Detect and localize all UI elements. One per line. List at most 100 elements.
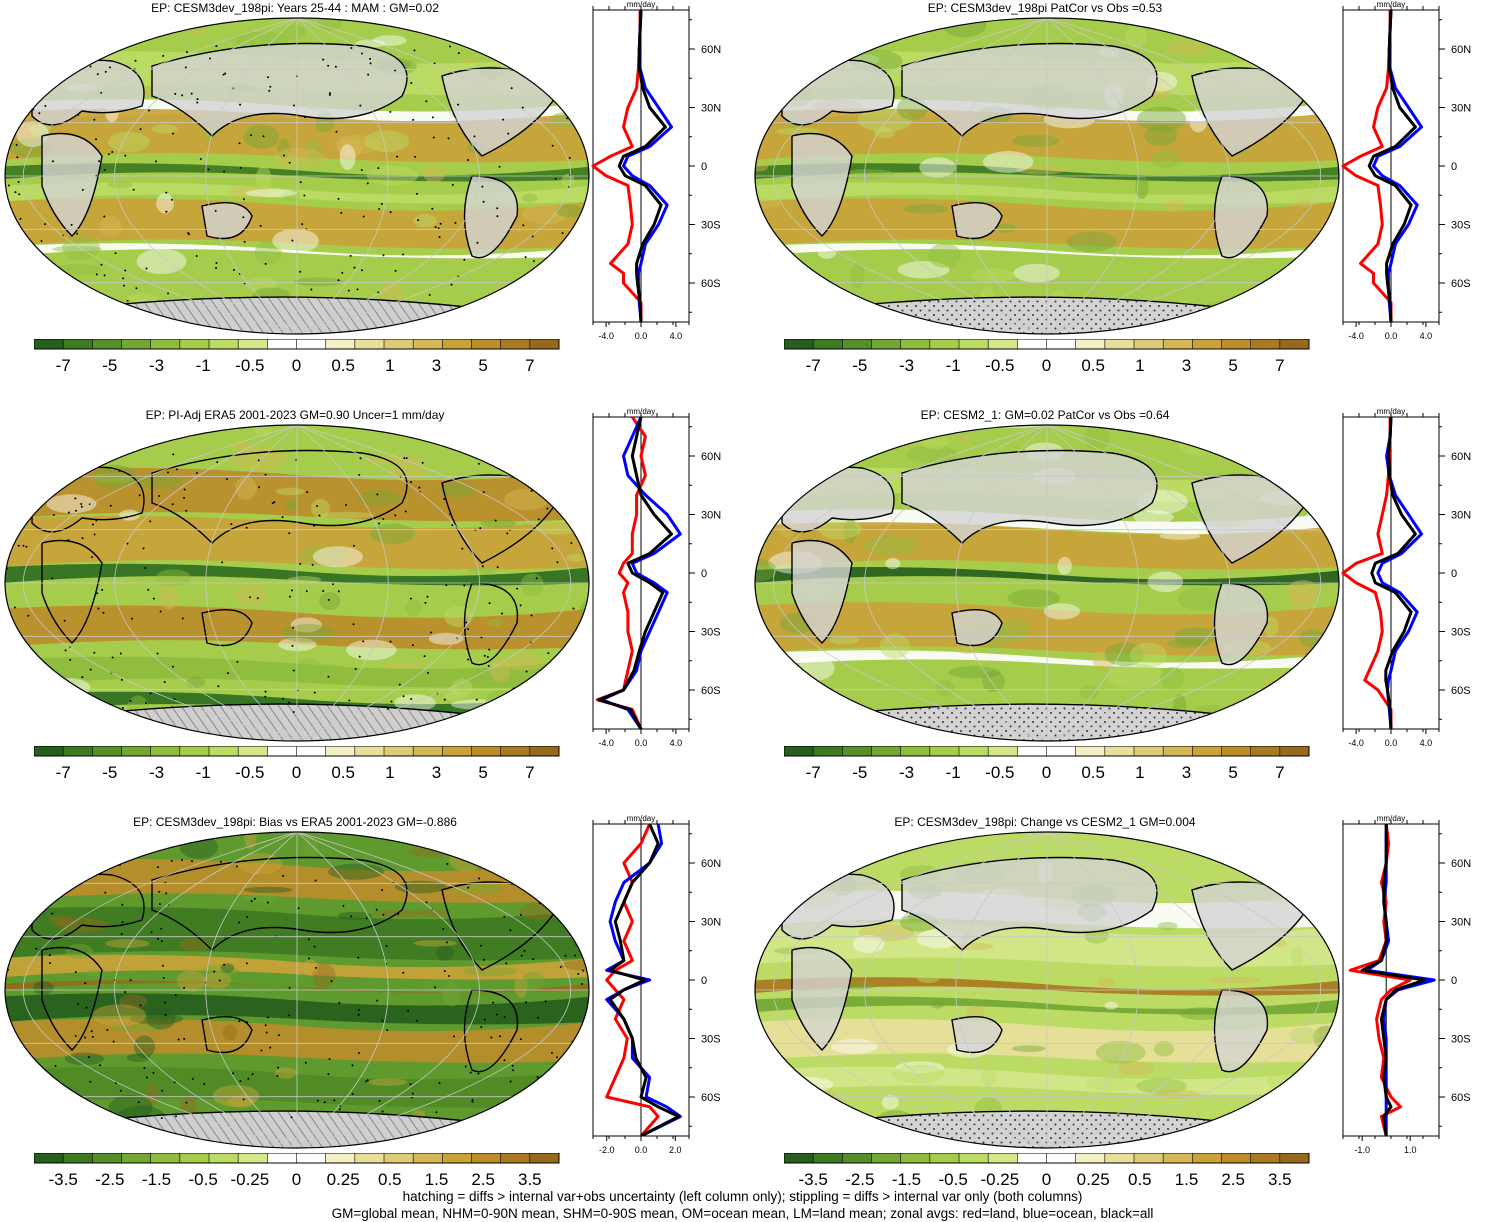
stipple-dot <box>533 468 536 471</box>
stipple-dot <box>402 971 405 974</box>
stipple-dot <box>245 526 248 529</box>
field-blob <box>243 893 278 903</box>
stipple-dot <box>377 167 380 170</box>
stipple-dot <box>196 98 199 101</box>
coastline <box>441 474 563 564</box>
stipple-dot <box>354 667 357 670</box>
colorbar-label: 0.5 <box>331 763 355 782</box>
stipple-dot <box>119 652 122 655</box>
stipple-dot <box>480 1026 483 1029</box>
stipple-dot <box>303 116 306 119</box>
stipple-dot <box>32 247 35 250</box>
stipple-dot <box>288 532 291 535</box>
stipple-dot <box>5 1030 6 1033</box>
colorbar-swatch <box>500 339 531 349</box>
stipple-dot <box>190 92 193 95</box>
lat-tick-label: 0 <box>1451 568 1457 580</box>
stipple-dot <box>291 644 294 647</box>
stipple-dot <box>70 223 73 226</box>
field-blob <box>27 1141 47 1148</box>
stipple-dot <box>330 980 333 983</box>
zonal-series-line <box>608 824 681 1136</box>
stipple-dot <box>158 903 161 906</box>
panel-title: EP: PI-Adj ERA5 2001-2023 GM=0.90 Uncer=… <box>145 408 445 422</box>
field-blob <box>897 261 950 279</box>
colorbar-label: 2.5 <box>1221 1170 1245 1189</box>
colorbar-label: 7 <box>525 356 534 375</box>
stipple-dot <box>214 209 217 212</box>
field-blob <box>1202 300 1259 319</box>
field-blob <box>1086 1077 1141 1091</box>
stipple-dot <box>259 224 262 227</box>
stipple-dot <box>74 497 77 500</box>
stipple-dot <box>88 1056 91 1059</box>
coastline <box>441 881 563 971</box>
stipple-dot <box>121 921 124 924</box>
stipple-dot <box>378 522 381 525</box>
stipple-dot <box>183 488 186 491</box>
field-blob <box>186 676 206 689</box>
field-blob <box>1286 579 1320 604</box>
field-blob <box>176 970 207 992</box>
stipple-dot <box>174 92 177 95</box>
field-blob <box>153 315 166 329</box>
stipple-dot <box>382 913 385 916</box>
stipple-dot <box>467 158 470 161</box>
stipple-dot <box>159 610 162 613</box>
field-blob <box>1229 845 1274 852</box>
stipple-dot <box>260 1049 263 1052</box>
stipple-dot <box>375 999 378 1002</box>
stipple-dot <box>306 491 309 494</box>
stipple-dot <box>165 210 168 213</box>
colorbar-swatch <box>1046 339 1077 349</box>
coastline <box>41 539 103 644</box>
field-blob <box>311 664 345 671</box>
stipple-dot <box>163 1001 166 1004</box>
stipple-dot <box>360 52 363 55</box>
stipple-dot <box>382 517 385 520</box>
field-blob <box>5 1111 36 1133</box>
stipple-dot <box>537 1016 540 1019</box>
stipple-dot <box>135 287 138 290</box>
stipple-dot <box>337 590 340 593</box>
stipple-dot <box>386 1029 389 1032</box>
colorbar-label: 3 <box>432 763 441 782</box>
field-blob <box>5 691 27 705</box>
stipple-dot <box>431 207 434 210</box>
colorbar-label: -7 <box>56 356 71 375</box>
stipple-dot <box>338 1108 341 1111</box>
stipple-dot <box>430 631 433 634</box>
stipple-dot <box>546 57 549 60</box>
stipple-dot <box>551 486 554 489</box>
stipple-dot <box>362 215 365 218</box>
stipple-dot <box>242 1098 245 1101</box>
stipple-dot <box>48 961 51 964</box>
stipple-dot <box>223 963 226 966</box>
graticule-lon <box>864 425 1048 741</box>
colorbar-label: -0.5 <box>235 356 264 375</box>
colorbar-label: -5 <box>852 356 867 375</box>
colorbar-swatch <box>1134 339 1164 349</box>
graticule-lon <box>296 832 389 1148</box>
field-blob <box>831 1038 879 1054</box>
field-blob <box>201 964 238 977</box>
zonal-x-tick-label: -4.0 <box>598 331 614 341</box>
stipple-dot <box>44 223 47 226</box>
graticule-lon <box>1046 425 1230 741</box>
graticule-lon <box>114 832 298 1148</box>
colorbar-swatch <box>209 746 239 756</box>
stipple-dot <box>483 654 486 657</box>
colorbar-swatch <box>1192 1153 1222 1163</box>
stipple-dot <box>481 185 484 188</box>
stipple-dot <box>156 652 159 655</box>
stipple-dot <box>498 165 501 168</box>
stipple-dot <box>564 954 567 957</box>
graticule-lon <box>1046 832 1230 1148</box>
field-blob <box>508 425 523 435</box>
field-blob <box>488 425 519 433</box>
stipple-dot <box>46 686 49 689</box>
stipple-dot <box>17 180 20 183</box>
stipple-dot <box>299 562 302 565</box>
field-blob <box>1043 603 1081 620</box>
colorbar-swatch <box>1250 746 1281 756</box>
